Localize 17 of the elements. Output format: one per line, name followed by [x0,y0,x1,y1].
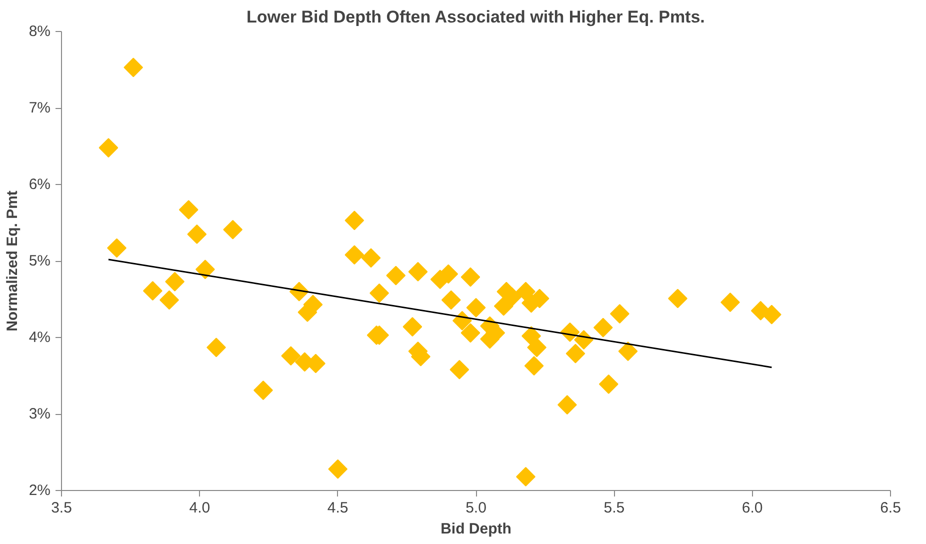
x-tick-label: 6.5 [880,500,901,516]
y-tick-label: 7% [28,100,51,116]
x-tick-label: 5.0 [466,500,486,516]
y-tick-label: 3% [28,406,51,422]
x-tick-label: 4.5 [327,500,348,516]
x-tick-label: 6.0 [742,500,763,516]
y-axis-title: Normalized Eq. Pmt [4,190,21,332]
y-tick-label: 6% [28,176,51,193]
x-axis-title: Bid Depth [440,520,512,538]
x-tick-label: 5.5 [604,500,625,516]
y-tick-label: 4% [28,329,51,346]
y-tick-label: 2% [28,482,51,499]
x-tick-label: 3.5 [51,500,72,516]
y-tick-label: 8% [28,23,51,40]
chart-title: Lower Bid Depth Often Associated with Higher Eq. Pmts. [246,8,705,26]
x-tick-label: 4.0 [189,500,210,516]
y-tick-label: 5% [28,252,51,270]
